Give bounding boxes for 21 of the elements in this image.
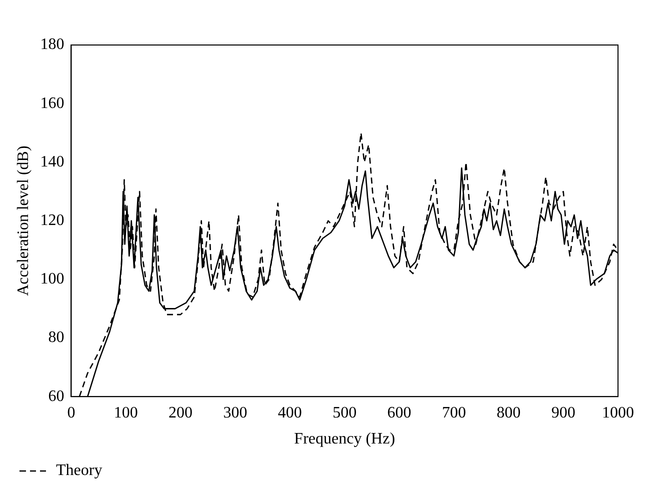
y-tick-label: 140 [40,153,64,170]
x-tick-label: 0 [67,404,76,422]
x-tick-label: 200 [168,404,193,422]
x-tick-label: 900 [551,404,576,422]
y-tick-label: 100 [40,270,64,288]
x-tick-label: 600 [387,404,412,422]
x-tick-label: 800 [496,404,521,422]
x-tick-label: 700 [442,404,466,422]
x-tick-label: 500 [332,404,357,422]
y-tick-label: 60 [48,388,64,405]
y-tick-label: 80 [48,329,64,346]
y-tick-label: 160 [40,94,64,112]
y-tick-label: 180 [40,36,64,54]
x-tick-label: 1000 [602,404,634,422]
x-tick-label: 300 [223,404,248,422]
x-tick-label: 100 [114,404,138,422]
y-tick-label: 120 [40,212,64,230]
x-axis-title: Frequency (Hz) [294,430,396,448]
y-axis-title: Acceleration level (dB) [14,146,32,296]
legend-label: Theory [56,462,102,480]
x-tick-label: 400 [278,404,302,422]
